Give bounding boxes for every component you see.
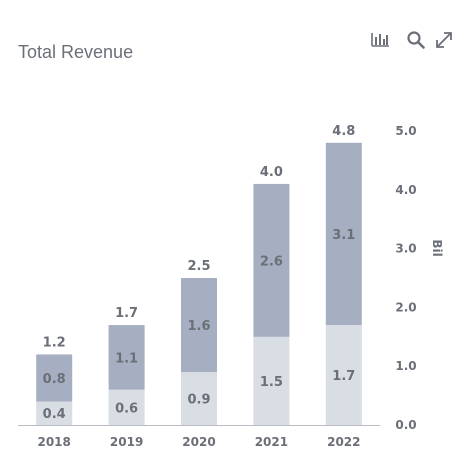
chart-title: Total Revenue [18,42,134,62]
data-label: 1.6 [187,319,210,334]
data-label: 1.5 [260,375,283,390]
expand-icon[interactable] [434,30,454,50]
chart-toolbar [370,30,460,50]
data-label: 1.1 [115,351,138,366]
data-label: 0.4 [43,407,66,422]
total-label: 4.0 [260,165,283,180]
y-axis-label: Bil [430,239,444,256]
x-tick-label: 2022 [327,435,360,449]
y-tick-label: 2.0 [395,300,416,314]
bar-segment-top [253,183,290,337]
search-icon[interactable] [406,30,426,50]
x-tick-label: 2019 [110,435,143,449]
bar-segment-top [325,142,362,326]
data-label: 1.7 [332,369,355,384]
total-label: 4.8 [332,124,355,139]
bar-segment-bottom [181,372,217,425]
bar-segment-top [108,325,145,390]
bar-segment-bottom [325,325,362,425]
total-label: 1.2 [43,335,66,350]
bar-segment-top [181,278,217,373]
y-tick-label: 0.0 [395,418,416,432]
y-tick-label: 1.0 [395,359,416,373]
data-label: 0.6 [115,401,138,416]
y-tick-label: 4.0 [395,183,416,197]
total-label: 1.7 [115,306,138,321]
bar-chart-icon[interactable] [370,30,390,50]
x-tick-label: 2020 [182,435,215,449]
x-tick-label: 2018 [37,435,70,449]
y-tick-label: 5.0 [395,124,416,138]
data-label: 3.1 [332,228,355,243]
data-label: 2.6 [260,254,283,269]
bar-segment-top [36,354,73,402]
data-label: 0.8 [43,372,66,387]
bar-segment-bottom [36,401,73,425]
bar-segment-bottom [253,336,290,425]
data-label: 0.9 [187,393,210,408]
bar-segment-bottom [108,389,145,425]
x-tick-label: 2021 [255,435,288,449]
y-tick-label: 3.0 [395,242,416,256]
total-label: 2.5 [187,259,210,274]
